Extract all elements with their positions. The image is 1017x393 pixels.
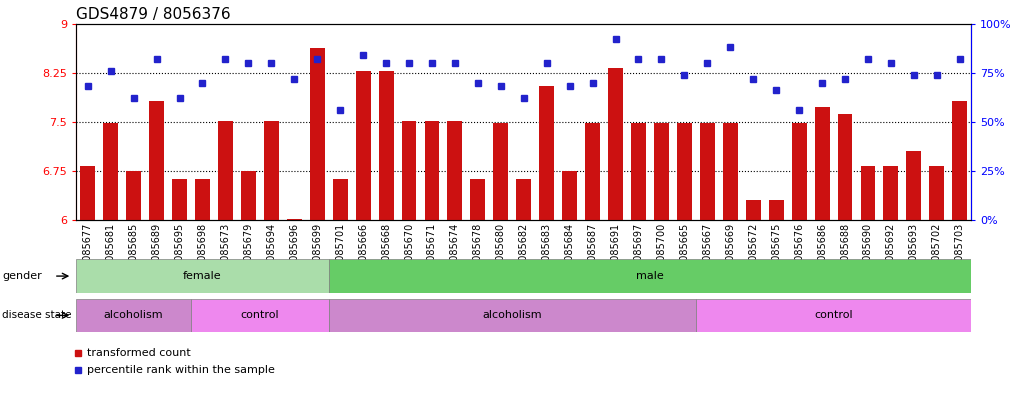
Bar (608, 68, 623, 220)
Bar (769, 200, 784, 220)
Bar (356, 71, 370, 220)
Bar (310, 48, 324, 220)
Bar (696, 299, 971, 332)
Bar (328, 299, 696, 332)
Bar (195, 180, 210, 220)
Text: male: male (636, 271, 664, 281)
Bar (838, 114, 852, 220)
Bar (424, 121, 439, 220)
Bar (493, 123, 508, 220)
Bar (126, 171, 141, 220)
Bar (218, 121, 233, 220)
Bar (677, 123, 692, 220)
Bar (471, 180, 485, 220)
Text: transformed count: transformed count (86, 348, 191, 358)
Bar (517, 180, 531, 220)
Bar (263, 121, 279, 220)
Text: alcoholism: alcoholism (482, 310, 542, 320)
Bar (149, 101, 164, 220)
Text: disease state: disease state (2, 310, 71, 320)
Bar (328, 259, 971, 293)
Bar (585, 123, 600, 220)
Bar (241, 171, 256, 220)
Bar (860, 166, 876, 220)
Text: gender: gender (2, 271, 42, 281)
Bar (378, 71, 394, 220)
Text: GDS4879 / 8056376: GDS4879 / 8056376 (76, 7, 231, 22)
Bar (654, 123, 669, 220)
Bar (172, 180, 187, 220)
Bar (884, 166, 898, 220)
Bar (287, 219, 302, 220)
Text: female: female (183, 271, 222, 281)
Bar (104, 123, 118, 220)
Bar (815, 107, 830, 220)
Bar (930, 166, 944, 220)
Bar (447, 121, 463, 220)
Bar (562, 171, 577, 220)
Bar (76, 299, 191, 332)
Bar (402, 121, 417, 220)
Bar (952, 101, 967, 220)
Text: control: control (815, 310, 853, 320)
Text: percentile rank within the sample: percentile rank within the sample (86, 365, 275, 375)
Bar (76, 259, 328, 293)
Bar (333, 180, 348, 220)
Bar (700, 123, 715, 220)
Bar (191, 299, 328, 332)
Bar (906, 151, 921, 220)
Bar (745, 200, 761, 220)
Text: alcoholism: alcoholism (104, 310, 164, 320)
Bar (631, 123, 646, 220)
Bar (791, 123, 806, 220)
Bar (723, 123, 737, 220)
Text: control: control (241, 310, 280, 320)
Bar (80, 166, 96, 220)
Bar (539, 86, 554, 220)
